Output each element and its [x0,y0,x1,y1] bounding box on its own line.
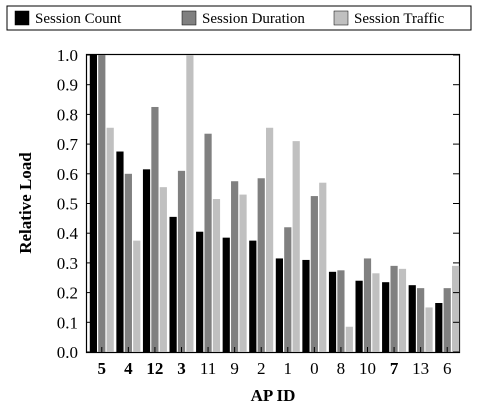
x-tick-label-ap-1: 1 [284,359,293,378]
plot-frame [85,53,461,354]
legend-box [6,5,472,31]
x-tick-label-ap-5: 5 [98,359,107,378]
x-tick-label-ap-4: 4 [124,359,133,378]
bar-session-traffic-ap-6 [452,265,460,352]
bar-session-count-ap-10 [355,280,363,352]
x-axis-ticks: 5 4 12 3 11 9 2 1 0 8 10 7 13 6 [98,347,452,378]
y-axis-ticks: 0.0 0.1 0.2 0.3 0.4 0.5 0.6 0.7 0.8 0.9 1.0 [57,46,459,362]
x-tick-label-ap-8: 8 [337,359,346,378]
bar-session-duration-ap-12 [151,106,159,352]
bar-session-count-ap-1 [275,258,283,352]
legend-swatch-session-duration [181,10,197,26]
bar-session-traffic-ap-9 [239,194,247,352]
bar-session-traffic-ap-3 [186,55,194,352]
bar-session-duration-ap-6 [443,288,451,352]
bar-session-duration-ap-2 [257,178,265,352]
bar-session-duration-ap-3 [177,170,186,352]
bar-session-count-ap-13 [408,285,416,352]
x-tick-label-ap-13: 13 [412,359,429,378]
legend-label-session-duration: Session Duration [202,11,305,27]
y-tick-label: 0.9 [57,76,78,95]
bar-session-duration-ap-1 [284,227,292,352]
y-tick-label: 0.1 [57,313,78,332]
bar-session-traffic-ap-11 [212,199,221,352]
y-tick-label: 1.0 [57,46,78,65]
bar-session-count-ap-0 [302,259,310,352]
bar-session-count-ap-12 [142,169,151,352]
x-tick-label-ap-10: 10 [359,359,376,378]
x-tick-label-ap-12: 12 [146,359,163,378]
legend: Session Count Session Duration Session T… [6,5,472,31]
x-tick-label-ap-2: 2 [257,359,266,378]
y-tick-label: 0.8 [57,105,78,124]
x-axis-title: AP ID [251,386,296,405]
legend-swatch-session-traffic [333,10,349,26]
bar-session-count-ap-5 [89,55,97,352]
legend-label-session-traffic: Session Traffic [354,11,444,27]
bar-session-duration-ap-11 [204,133,212,352]
bar-session-count-ap-9 [222,237,230,352]
bar-session-traffic-ap-4 [133,240,141,353]
bar-session-traffic-ap-7 [398,268,407,352]
bar-session-traffic-ap-12 [159,187,167,352]
bar-session-count-ap-6 [435,303,443,352]
x-tick-label-ap-6: 6 [443,359,452,378]
bar-session-duration-ap-13 [417,288,425,352]
bars [89,55,460,353]
legend-swatch-session-count [14,10,30,26]
bar-session-duration-ap-7 [390,265,398,352]
y-tick-label: 0.4 [57,224,79,243]
x-tick-label-ap-0: 0 [310,359,319,378]
bar-session-duration-ap-9 [231,181,239,352]
bar-session-duration-ap-5 [98,55,106,352]
bar-session-traffic-ap-13 [425,307,433,352]
legend-label-session-count: Session Count [35,11,122,27]
bar-session-count-ap-8 [328,271,337,352]
y-tick-label: 0.5 [57,195,78,214]
bar-session-duration-ap-10 [363,258,372,352]
bar-session-count-ap-4 [116,151,124,352]
y-tick-label: 0.3 [57,254,78,273]
bar-session-traffic-ap-5 [106,127,114,352]
bar-session-traffic-ap-10 [372,273,380,352]
bar-session-traffic-ap-8 [345,326,353,352]
bar-session-duration-ap-8 [337,270,345,352]
bar-session-count-ap-11 [196,231,204,352]
y-tick-label: 0.2 [57,284,78,303]
x-tick-label-ap-3: 3 [177,359,186,378]
y-axis-title: Relative Load [16,152,35,254]
bar-session-count-ap-3 [169,216,177,352]
y-tick-label: 0.7 [57,135,79,154]
x-tick-label-ap-7: 7 [390,359,399,378]
y-tick-label: 0.0 [57,343,78,362]
bar-session-traffic-ap-2 [266,127,274,352]
bar-session-count-ap-7 [382,282,390,352]
y-tick-label: 0.6 [57,165,78,184]
bar-session-traffic-ap-1 [292,141,300,352]
x-tick-label-ap-9: 9 [230,359,239,378]
bar-session-duration-ap-4 [124,173,132,352]
bar-session-traffic-ap-0 [319,182,327,352]
bar-session-count-ap-2 [249,240,257,353]
x-tick-label-ap-11: 11 [200,359,216,378]
bar-session-duration-ap-0 [310,196,318,352]
